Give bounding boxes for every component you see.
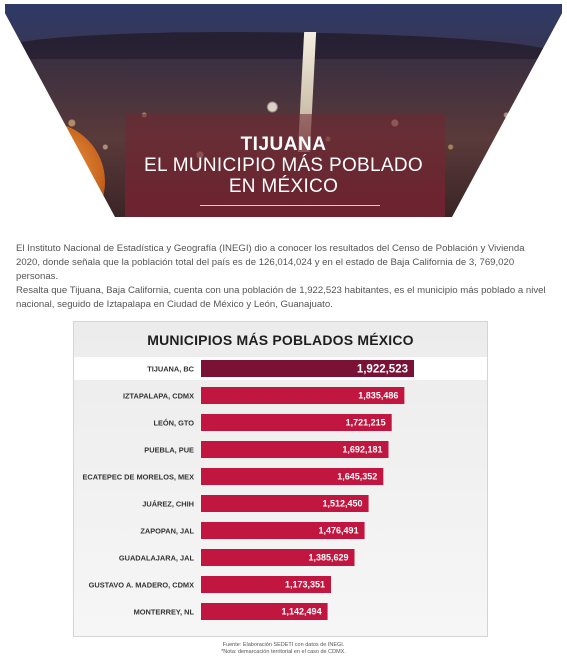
category-label: GUSTAVO A. MADERO, CDMX [89, 581, 194, 590]
hero-title-line3: EN MÉXICO [228, 176, 339, 197]
value-label: 1,721,215 [346, 418, 386, 428]
bar [201, 522, 365, 539]
value-label: 1,476,491 [319, 526, 359, 536]
bar [201, 495, 369, 512]
bar-chart: TIJUANA, BC 1,922,523 IZTAPALAPA, CDMX 1,83… [74, 357, 487, 620]
value-label: 1,385,629 [308, 553, 348, 563]
category-label: TIJUANA, BC [147, 365, 194, 374]
category-label: PUEBLA, PUE [144, 446, 194, 455]
bar [201, 414, 392, 431]
bar [201, 576, 331, 593]
left-white-triangle [5, 4, 115, 217]
bar [201, 549, 355, 566]
category-label: IZTAPALAPA, CDMX [123, 392, 194, 401]
title-underline [200, 205, 380, 206]
category-label: MONTERREY, NL [134, 608, 195, 617]
bar [201, 441, 389, 458]
right-white-triangle [452, 4, 562, 217]
hero-banner: TIJUANA EL MUNICIPIO MÁS POBLADO EN MÉXI… [5, 4, 562, 217]
value-label: 1,835,486 [358, 391, 398, 401]
value-label: 1,512,450 [323, 499, 363, 509]
chart-card: MUNICIPIOS MÁS POBLADOS MÉXICO TIJUANA, … [73, 321, 488, 637]
value-label: 1,173,351 [285, 580, 325, 590]
bar [201, 468, 384, 485]
hero-title-bold: TIJUANA [240, 134, 327, 155]
bar [201, 387, 405, 404]
bar [201, 603, 328, 620]
category-label: LEÓN, GTO [153, 419, 194, 428]
category-label: GUADALAJARA, JAL [119, 554, 195, 563]
value-label: 1,645,352 [337, 472, 377, 482]
tijuana-paragraph: Resalta que Tijuana, Baja California, cu… [16, 285, 546, 310]
value-label: 1,692,181 [342, 445, 382, 455]
source-line: Fuente: Elaboración SEDETI con datos de … [222, 642, 345, 648]
bar [201, 360, 414, 377]
hero-title-line2: EL MUNICIPIO MÁS POBLADO [144, 155, 423, 176]
category-label: ZAPOPAN, JAL [140, 527, 194, 536]
chart-title: MUNICIPIOS MÁS POBLADOS MÉXICO [147, 332, 414, 348]
title-backdrop [125, 114, 445, 217]
category-label: ECATEPEC DE MORELOS, MEX [82, 473, 194, 482]
category-label: JUÁREZ, CHIH [142, 500, 194, 509]
source-note: Fuente: Elaboración SEDETI con datos de … [0, 642, 567, 656]
value-label: 1,142,494 [282, 607, 322, 617]
intro-paragraph: El Instituto Nacional de Estadística y G… [16, 243, 525, 282]
source-note-line: *Nota: demarcación territorial en el cas… [221, 649, 346, 655]
value-label: 1,922,523 [357, 364, 408, 376]
